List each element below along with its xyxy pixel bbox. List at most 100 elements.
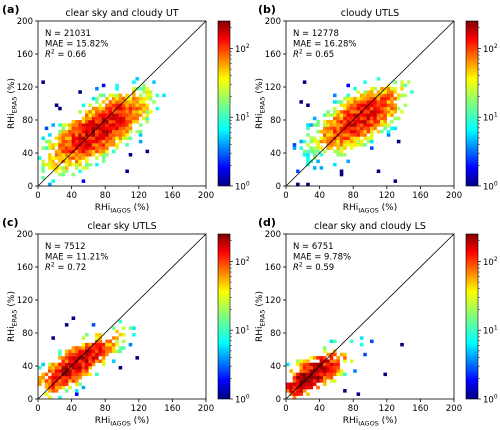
heatmap-cell — [333, 129, 337, 134]
heatmap-cell — [306, 126, 310, 131]
heatmap-cell — [122, 339, 126, 344]
heatmap-cell — [64, 166, 69, 170]
heatmap-cell — [88, 126, 92, 131]
heatmap-cell — [125, 169, 129, 173]
heatmap-cell — [108, 123, 113, 127]
heatmap-cell — [95, 336, 99, 340]
heatmap-cell — [115, 93, 119, 98]
heatmap-cell — [105, 133, 109, 137]
heatmap-cell — [299, 100, 303, 104]
heatmap-cell — [132, 80, 136, 84]
x-axis-label-sub: IAGOS — [358, 207, 379, 215]
heatmap-cell — [122, 346, 126, 350]
heatmap-cell — [329, 375, 334, 380]
heatmap-cell — [58, 136, 62, 140]
heatmap-cell — [118, 96, 123, 101]
heatmap-cell — [91, 362, 96, 367]
heatmap-cell — [329, 129, 334, 134]
x-tick-label: 40 — [314, 191, 325, 201]
heatmap-cell — [363, 90, 367, 94]
heatmap-cell — [74, 156, 79, 160]
heatmap-cell — [329, 362, 334, 367]
heatmap-cell — [309, 375, 314, 380]
heatmap-cell — [64, 169, 69, 173]
heatmap-cell — [111, 149, 116, 154]
heatmap-cell — [105, 153, 109, 157]
stats-line: MAE = 9.78% — [293, 253, 351, 263]
heatmap-cell — [101, 129, 106, 134]
heatmap-cell — [299, 139, 303, 144]
heatmap-cell — [390, 103, 394, 107]
heatmap-cell — [349, 339, 354, 344]
heatmap-cell — [376, 123, 381, 127]
heatmap-cell — [101, 153, 106, 157]
heatmap-cell — [145, 90, 150, 94]
heatmap-cell — [296, 372, 300, 377]
heatmap-cell — [299, 146, 303, 150]
heatmap-cell — [390, 106, 394, 111]
heatmap-cell — [125, 123, 129, 127]
heatmap-cell — [122, 120, 126, 124]
heatmap-cell — [319, 366, 324, 370]
heatmap-cell — [356, 120, 361, 124]
heatmap-cell — [122, 96, 126, 101]
heatmap-cell — [343, 389, 347, 393]
heatmap-cell — [61, 385, 66, 390]
colorbar-tick-base: 10 — [235, 45, 246, 55]
heatmap-cell — [309, 369, 314, 373]
x-axis-label-sub: IAGOS — [110, 207, 131, 215]
panel-title: clear sky and cloudy UT — [65, 8, 178, 19]
heatmap-cell — [336, 113, 340, 117]
heatmap-cell — [366, 129, 371, 134]
heatmap-cell — [366, 113, 371, 117]
heatmap-cell — [125, 110, 129, 114]
heatmap-cell — [105, 146, 109, 150]
heatmap-cell — [54, 169, 59, 173]
y-axis-label-unit: (%) — [7, 78, 17, 96]
heatmap-cell — [95, 96, 99, 101]
x-axis-label-unit: (%) — [131, 416, 149, 426]
heatmap-cell — [135, 96, 139, 101]
heatmap-cell — [54, 149, 59, 154]
x-tick-label: 160 — [164, 191, 180, 201]
y-tick-label: 80 — [22, 116, 33, 126]
heatmap-cell — [359, 120, 364, 124]
heatmap-cell — [74, 392, 79, 396]
r-squared-exponent: 2 — [299, 49, 303, 56]
heatmap-cell — [95, 146, 99, 150]
heatmap-cell — [78, 139, 82, 144]
y-axis-label-unit: (%) — [255, 78, 265, 96]
heatmap-cell — [108, 139, 113, 144]
heatmap-cell — [343, 110, 347, 114]
heatmap-cell — [319, 375, 324, 380]
heatmap-cell — [329, 379, 334, 383]
heatmap-cell — [98, 106, 103, 111]
heatmap-cell — [339, 169, 344, 173]
heatmap-cell — [346, 93, 351, 98]
heatmap-cell — [376, 129, 381, 134]
heatmap-cell — [353, 106, 357, 111]
panel-title: clear sky and cloudy LS — [314, 221, 426, 232]
r-squared: R2 = 0.66 — [45, 49, 86, 61]
heatmap-cell — [68, 352, 72, 357]
heatmap-cell — [339, 139, 344, 144]
heatmap-cell — [122, 103, 126, 107]
heatmap-cell — [71, 126, 76, 131]
panel-label: (c) — [2, 216, 19, 229]
heatmap-cell — [132, 100, 136, 104]
heatmap-cell — [363, 110, 367, 114]
heatmap-cell — [78, 159, 82, 164]
y-tick-label: 120 — [265, 296, 281, 306]
heatmap-cell — [101, 146, 106, 150]
heatmap-cell — [48, 369, 52, 373]
heatmap-cell — [376, 116, 381, 121]
heatmap-cell — [54, 362, 59, 367]
heatmap-cell — [333, 352, 337, 357]
heatmap-cell — [85, 120, 89, 124]
heatmap-cell — [326, 123, 330, 127]
heatmap-cell — [74, 162, 79, 167]
heatmap-cell — [312, 123, 317, 127]
heatmap-cell — [306, 153, 310, 157]
heatmap-cell — [363, 113, 367, 117]
